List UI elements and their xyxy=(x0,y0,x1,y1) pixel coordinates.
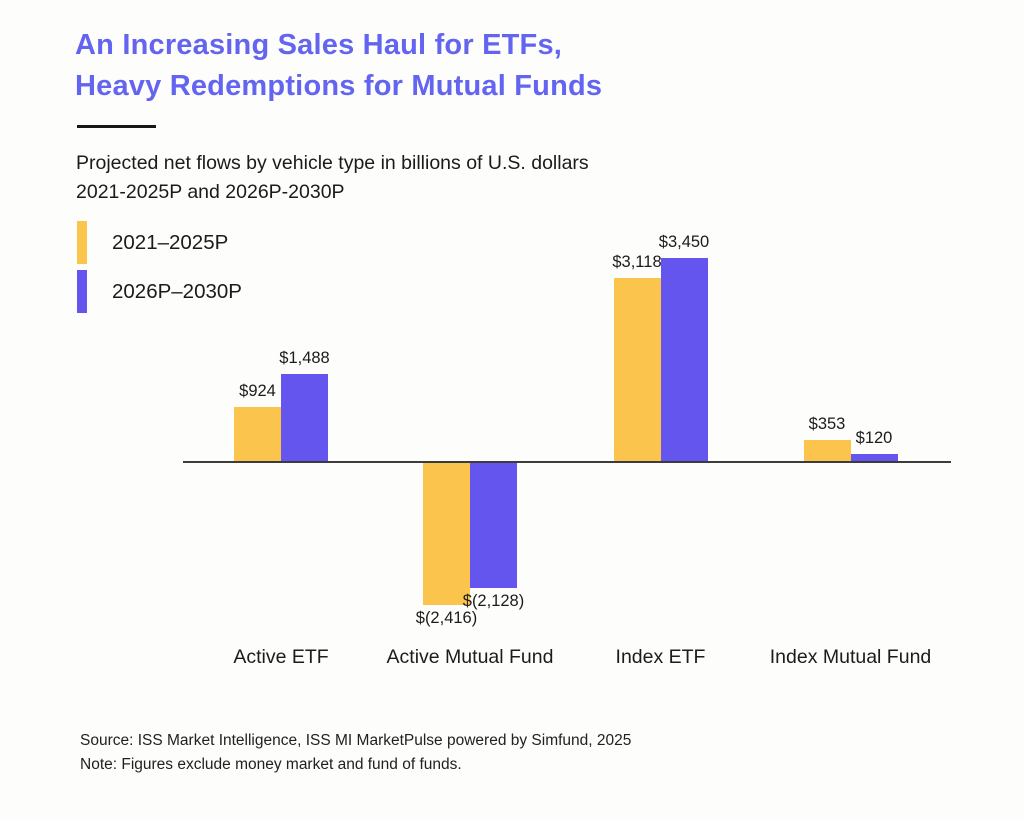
category-label-active-mutual-fund: Active Mutual Fund xyxy=(386,646,554,668)
category-label-index-etf: Index ETF xyxy=(615,646,706,668)
legend-item-2026p-2030p: 2026P–2030P xyxy=(77,270,242,313)
chart-subtitle: Projected net flows by vehicle type in b… xyxy=(76,149,589,206)
footer: Source: ISS Market Intelligence, ISS MI … xyxy=(80,729,631,776)
source-text: Source: ISS Market Intelligence, ISS MI … xyxy=(80,732,632,749)
bar-index-mutual-fund-series1 xyxy=(803,440,851,461)
legend: 2021–2025P 2026P–2030P xyxy=(77,221,242,319)
bar-value-label-active-etf-series1: $924 xyxy=(239,382,276,400)
legend-swatch-2021-2025p xyxy=(77,221,87,264)
bar-value-label-index-etf-series1: $3,118 xyxy=(612,253,662,271)
bar-active-mutual-fund-series2 xyxy=(470,463,517,588)
legend-item-2021-2025p: 2021–2025P xyxy=(77,221,242,264)
title-divider xyxy=(77,125,156,128)
chart-title: An Increasing Sales Haul for ETFs, Heavy… xyxy=(75,25,602,107)
note-text: Note: Figures exclude money market and f… xyxy=(80,755,462,773)
bar-active-etf-series2 xyxy=(281,374,328,461)
category-label-active-etf: Active ETF xyxy=(233,646,329,668)
bar-value-label-index-mutual-fund-series1: $353 xyxy=(808,415,846,433)
category-label-index-mutual-fund: Index Mutual Fund xyxy=(769,646,932,668)
chart-title-line1: An Increasing Sales Haul for ETFs, xyxy=(75,29,563,61)
bar-index-etf-series2 xyxy=(660,258,708,461)
bar-value-label-active-mutual-fund-series2: $(2,128) xyxy=(462,592,525,610)
bar-index-mutual-fund-series2 xyxy=(850,454,898,461)
chart-subtitle-line2: 2021-2025P and 2026P-2030P xyxy=(76,180,345,203)
bar-active-mutual-fund-series1 xyxy=(423,463,470,605)
bar-value-label-index-etf-series2: $3,450 xyxy=(658,233,710,251)
bar-value-label-active-mutual-fund-series1: $(2,416) xyxy=(415,609,478,627)
legend-label-2026p-2030p: 2026P–2030P xyxy=(112,279,242,303)
bar-active-etf-series1 xyxy=(234,407,281,461)
chart-title-line2: Heavy Redemptions for Mutual Funds xyxy=(75,70,603,102)
x-axis-line xyxy=(183,461,951,463)
bar-index-etf-series1 xyxy=(613,278,661,461)
chart-subtitle-line1: Projected net flows by vehicle type in b… xyxy=(76,152,589,174)
legend-swatch-2026p-2030p xyxy=(77,270,87,313)
legend-label-2021-2025p: 2021–2025P xyxy=(112,230,229,254)
bar-value-label-index-mutual-fund-series2: $120 xyxy=(855,429,893,447)
bar-value-label-active-etf-series2: $1,488 xyxy=(279,349,330,367)
